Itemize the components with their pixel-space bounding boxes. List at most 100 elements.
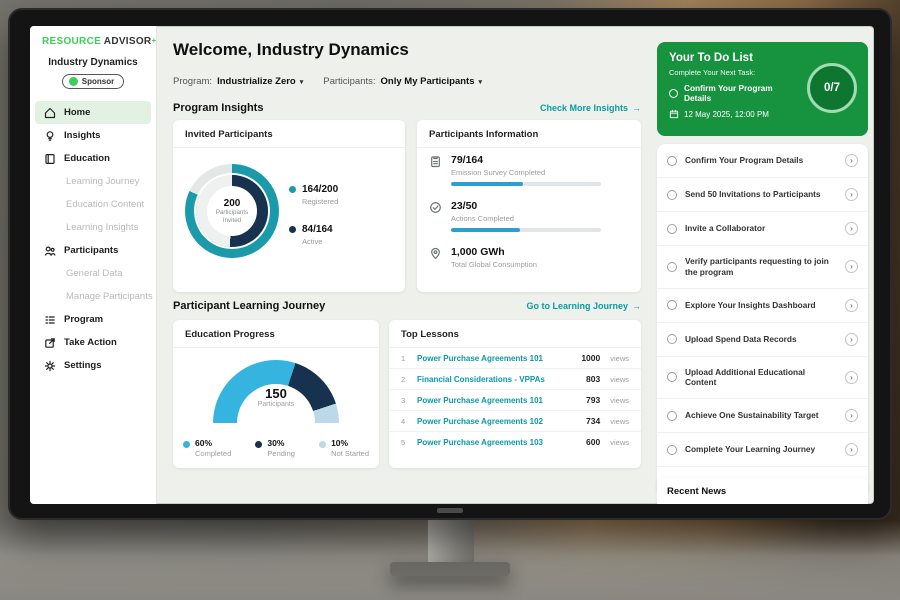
invited-center-label: Participants Invited xyxy=(215,208,249,224)
lesson-title-link[interactable]: Power Purchase Agreements 103 xyxy=(417,437,543,447)
program-insights-header: Program Insights Check More Insights → xyxy=(173,102,641,114)
checkbox-icon[interactable] xyxy=(667,334,677,345)
check-more-insights-link[interactable]: Check More Insights → xyxy=(540,103,641,113)
todo-next-task[interactable]: Confirm Your Program Details xyxy=(669,83,794,103)
checkbox-icon[interactable] xyxy=(667,372,677,383)
sidebar-item-label: Insights xyxy=(64,130,101,141)
right-column: Your To Do List Complete Your Next Task:… xyxy=(657,26,868,504)
todo-subtitle: Complete Your Next Task: xyxy=(669,68,756,77)
task-row-upload-educational-content[interactable]: Upload Additional Educational Content › xyxy=(657,357,868,400)
lesson-title-link[interactable]: Financial Considerations - VPPAs xyxy=(417,374,545,384)
pending-label: Pending xyxy=(267,449,295,458)
lesson-title-link[interactable]: Power Purchase Agreements 101 xyxy=(417,353,543,363)
participants-select[interactable]: Only My Participants ▾ xyxy=(381,76,483,87)
todo-next-task-label: Confirm Your Program Details xyxy=(684,83,773,103)
go-to-learning-journey-label: Go to Learning Journey xyxy=(526,301,628,311)
education-center-value: 150 xyxy=(265,386,287,401)
task-row-upload-spend-data[interactable]: Upload Spend Data Records › xyxy=(657,323,868,357)
lesson-title-link[interactable]: Power Purchase Agreements 102 xyxy=(417,416,543,426)
task-row-send-invitations[interactable]: Send 50 Invitations to Participants › xyxy=(657,178,868,212)
chevron-right-icon[interactable]: › xyxy=(845,332,858,346)
survey-label: Emission Survey Completed xyxy=(451,168,546,177)
participants-information-card: Participants Information 79/164 Emission… xyxy=(417,120,641,292)
chevron-right-icon[interactable]: › xyxy=(845,443,858,457)
sidebar-nav: Home Insights Education Learning Journey… xyxy=(30,101,156,377)
info-row-actions: 23/50 Actions Completed xyxy=(429,200,601,232)
lesson-rank: 3 xyxy=(401,395,406,405)
todo-title: Your To Do List xyxy=(669,52,753,64)
task-row-achieve-target[interactable]: Achieve One Sustainability Target › xyxy=(657,399,868,434)
chevron-right-icon[interactable]: › xyxy=(845,409,858,423)
program-select[interactable]: Industrialize Zero ▾ xyxy=(217,76,303,87)
legend-dot xyxy=(183,440,190,448)
todo-card: Your To Do List Complete Your Next Task:… xyxy=(657,42,868,136)
chevron-right-icon[interactable]: › xyxy=(845,188,858,201)
info-row-survey: 79/164 Emission Survey Completed xyxy=(429,154,601,186)
arrow-right-icon: → xyxy=(632,103,641,113)
info-row-consumption: 1,000 GWh Total Global Consumption xyxy=(429,246,537,274)
registered-label: Registered xyxy=(302,197,339,206)
lesson-row: 5 Power Purchase Agreements 103 600 view… xyxy=(389,432,641,452)
program-filter: Program: Industrialize Zero ▾ xyxy=(173,76,303,87)
task-row-complete-learning-journey[interactable]: Complete Your Learning Journey › xyxy=(657,433,868,468)
logo-resource: RESOURCE xyxy=(42,36,102,47)
task-label: Explore Your Insights Dashboard xyxy=(685,299,816,310)
legend-dot xyxy=(289,186,296,193)
sidebar-item-label: Education Content xyxy=(66,199,145,210)
survey-progress-fill xyxy=(451,182,523,186)
sponsor-badge[interactable]: Sponsor xyxy=(61,74,125,89)
checkbox-icon[interactable] xyxy=(667,261,677,272)
sidebar-item-general-data[interactable]: General Data xyxy=(30,262,156,285)
invited-card-title: Invited Participants xyxy=(173,120,405,148)
arrow-right-icon: → xyxy=(632,301,641,311)
chevron-right-icon[interactable]: › xyxy=(845,298,858,312)
sidebar-item-take-action[interactable]: Take Action xyxy=(30,331,156,354)
book-icon xyxy=(44,153,56,165)
program-filter-label: Program: xyxy=(173,76,213,87)
completed-value: 60% xyxy=(195,438,213,448)
sidebar-item-learning-insights[interactable]: Learning Insights xyxy=(30,216,156,239)
sidebar-item-learning-journey[interactable]: Learning Journey xyxy=(30,170,156,193)
chevron-down-icon: ▾ xyxy=(299,78,304,86)
checkbox-icon[interactable] xyxy=(667,155,677,166)
chevron-right-icon[interactable]: › xyxy=(845,222,858,235)
go-to-learning-journey-link[interactable]: Go to Learning Journey → xyxy=(526,301,641,311)
task-row-confirm-program[interactable]: Confirm Your Program Details › xyxy=(657,144,868,178)
lesson-title-link[interactable]: Power Purchase Agreements 101 xyxy=(417,395,543,405)
sidebar-item-education-content[interactable]: Education Content xyxy=(30,193,156,216)
sidebar-item-education[interactable]: Education xyxy=(30,147,156,170)
checkbox-icon[interactable] xyxy=(667,300,677,311)
sidebar-item-label: General Data xyxy=(66,268,123,279)
actions-value: 23/50 xyxy=(451,200,478,212)
sidebar: RESOURCE ADVISOR+ Industry Dynamics Spon… xyxy=(30,26,157,504)
task-row-explore-insights[interactable]: Explore Your Insights Dashboard › xyxy=(657,289,868,323)
lesson-views-suffix: views xyxy=(610,416,629,426)
chevron-right-icon[interactable]: › xyxy=(845,154,858,167)
lesson-row: 1 Power Purchase Agreements 101 1000 vie… xyxy=(389,348,641,369)
checkbox-icon[interactable] xyxy=(669,88,678,98)
sidebar-item-home[interactable]: Home xyxy=(35,101,151,124)
sidebar-item-participants[interactable]: Participants xyxy=(30,239,156,262)
checkbox-icon[interactable] xyxy=(667,444,677,455)
sidebar-item-insights[interactable]: Insights xyxy=(30,124,156,147)
bulb-icon xyxy=(44,130,56,142)
checkbox-icon[interactable] xyxy=(667,410,677,421)
invited-center-value: 200 xyxy=(223,197,241,209)
checkbox-icon[interactable] xyxy=(667,223,677,234)
task-row-invite-collaborator[interactable]: Invite a Collaborator › xyxy=(657,212,868,246)
chevron-right-icon[interactable]: › xyxy=(845,260,858,274)
sidebar-item-settings[interactable]: Settings xyxy=(30,354,156,377)
people-icon xyxy=(44,245,56,257)
checkbox-icon[interactable] xyxy=(667,189,677,200)
invited-donut-center: 200 Participants Invited xyxy=(207,186,257,236)
sponsor-badge-label: Sponsor xyxy=(81,77,115,86)
lesson-row: 2 Financial Considerations - VPPAs 803 v… xyxy=(389,369,641,390)
legend-item-registered: 164/200 Registered xyxy=(289,184,338,206)
lesson-rank: 5 xyxy=(401,437,406,447)
task-row-verify-participants[interactable]: Verify participants requesting to join t… xyxy=(657,246,868,289)
chevron-right-icon[interactable]: › xyxy=(845,370,858,384)
sidebar-item-program[interactable]: Program xyxy=(30,308,156,331)
list-icon xyxy=(44,314,56,326)
lesson-row: 4 Power Purchase Agreements 102 734 view… xyxy=(389,411,641,432)
sidebar-item-manage-participants[interactable]: Manage Participants xyxy=(30,285,156,308)
